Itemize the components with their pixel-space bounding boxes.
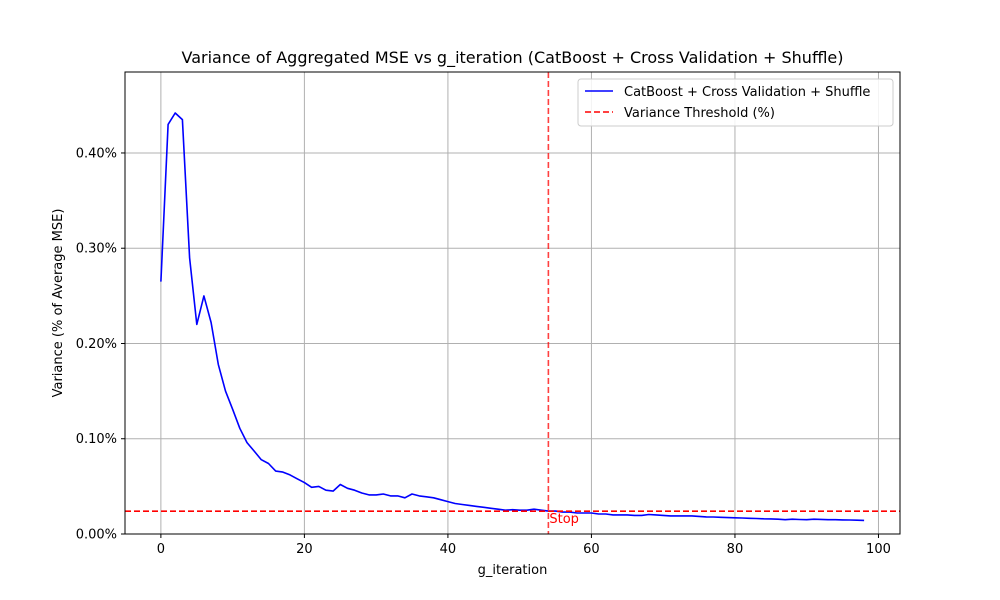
x-tick-label-0: 0 [157,542,165,557]
y-tick-label-4: 0.40% [76,146,117,161]
legend-box [577,78,894,127]
y-tick-label-2: 0.20% [76,337,117,352]
legend-entry-threshold: Variance Threshold (%) [624,106,775,121]
ticks: 0 20 40 60 80 100 0.00% 0.10% 0.20% 0.30% 0.40% [76,146,891,557]
chart-title: Variance of Aggregated MSE vs g_iteratio… [182,48,844,68]
y-axis-label: Variance (% of Average MSE) [51,209,66,398]
plot-frame [124,71,901,535]
x-tick-label-5: 100 [866,542,891,557]
x-tick-label-1: 20 [296,542,313,557]
y-tick-label-1: 0.10% [76,432,117,447]
y-tick-label-0: 0.00% [76,528,117,543]
x-tick-label-4: 80 [727,542,744,557]
x-tick-label-2: 40 [440,542,457,557]
legend-entry-catboost: CatBoost + Cross Validation + Shuffle [624,85,870,100]
x-tick-label-3: 60 [583,542,600,557]
series-line-catboost [160,112,865,522]
legend: CatBoost + Cross Validation + Shuffle Va… [577,78,894,127]
stop-annotation: Stop [549,512,579,527]
x-axis-label: g_iteration [478,563,548,578]
plot-lines [125,72,900,534]
y-tick-label-3: 0.30% [76,242,117,257]
